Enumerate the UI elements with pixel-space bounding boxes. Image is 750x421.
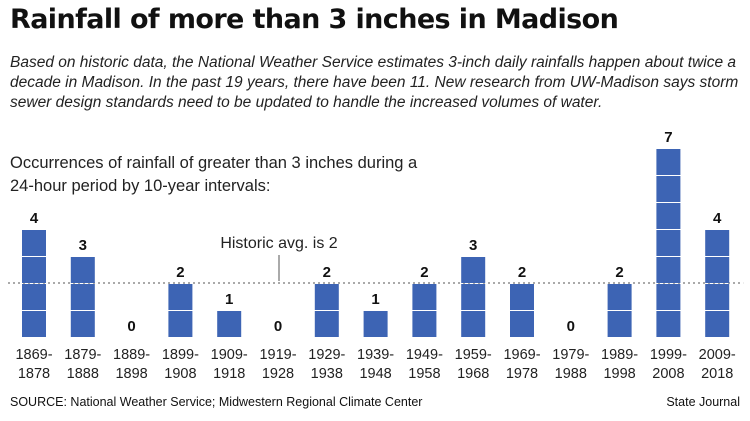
x-tick-label: 1918	[213, 366, 245, 382]
bar-segment	[656, 257, 681, 283]
x-tick-label: 1928	[262, 366, 294, 382]
bar-value-label: 4	[30, 210, 39, 227]
x-tick-label: 1959-	[455, 347, 492, 363]
bar-segment	[510, 311, 534, 337]
bar-value-label: 0	[567, 318, 575, 335]
bar-segment	[705, 257, 730, 283]
bar-value-label: 2	[518, 264, 526, 281]
bar-segment	[705, 311, 730, 337]
bar-segment	[22, 284, 46, 310]
bar-segment	[656, 284, 681, 310]
bar-value-label: 2	[615, 264, 623, 281]
bar	[363, 311, 388, 337]
bar-segment	[412, 284, 437, 310]
bar-segment	[168, 311, 193, 337]
x-tick-label: 1968	[457, 366, 489, 382]
bar	[22, 230, 46, 337]
bar-segment	[70, 284, 95, 310]
x-tick-label: 2009-	[699, 347, 736, 363]
bar-segment	[22, 257, 46, 283]
x-tick-label: 1958	[408, 366, 440, 382]
bar-value-label: 7	[664, 129, 672, 146]
bar-segment	[607, 311, 632, 337]
x-tick-label: 1909-	[211, 347, 248, 363]
bar-value-label: 4	[713, 210, 722, 227]
bar-segment	[607, 284, 632, 310]
bar	[217, 311, 242, 337]
x-tick-label: 1908	[164, 366, 196, 382]
bar-segment	[363, 311, 388, 337]
bar	[412, 284, 437, 337]
x-tick-label: 1939-	[357, 347, 394, 363]
x-tick-label: 1979-	[552, 347, 589, 363]
bar	[314, 284, 339, 337]
page-title: Rainfall of more than 3 inches in Madiso…	[10, 4, 619, 35]
bar-segment	[314, 311, 339, 337]
x-tick-label: 1869-	[15, 347, 52, 363]
bar	[510, 284, 534, 337]
bar-segment	[314, 284, 339, 310]
chart-title: Occurrences of rainfall of greater than …	[10, 154, 418, 195]
bar-value-label: 0	[127, 318, 135, 335]
bar-segment	[510, 284, 534, 310]
bar-value-label: 3	[79, 237, 87, 254]
bar-segment	[705, 230, 730, 256]
bar-value-label: 3	[469, 237, 477, 254]
bar-segment	[656, 311, 681, 337]
x-tick-label: 1889-	[113, 347, 150, 363]
bar-value-label: 2	[420, 264, 428, 281]
bar-segment	[217, 311, 242, 337]
bar	[656, 149, 681, 337]
x-tick-label: 1899-	[162, 347, 199, 363]
bar-segment	[70, 257, 95, 283]
bar	[70, 257, 95, 337]
bar	[168, 284, 193, 337]
x-tick-label: 1938	[311, 366, 343, 382]
bar-value-label: 2	[176, 264, 184, 281]
average-reference-label: Historic avg. is 2	[220, 235, 337, 252]
x-tick-label: 1999-	[650, 347, 687, 363]
x-tick-label: 2018	[701, 366, 733, 382]
bar-segment	[70, 311, 95, 337]
bar	[607, 284, 632, 337]
bar-segment	[168, 284, 193, 310]
bar-segment	[412, 311, 437, 337]
source-note: SOURCE: National Weather Service; Midwes…	[10, 395, 423, 409]
x-tick-label: 1989-	[601, 347, 638, 363]
x-tick-label: 1988	[555, 366, 587, 382]
bar	[461, 257, 486, 337]
bar-value-label: 2	[323, 264, 331, 281]
bar-segment	[22, 311, 46, 337]
bar-value-label: 1	[371, 291, 379, 308]
x-tick-label: 1969-	[503, 347, 540, 363]
x-tick-label: 1978	[506, 366, 538, 382]
x-tick-label: 1998	[603, 366, 635, 382]
bar	[705, 230, 730, 337]
bar-segment	[461, 257, 486, 283]
bar-segment	[656, 149, 681, 175]
x-tick-label: 1878	[18, 366, 50, 382]
x-tick-label: 1879-	[64, 347, 101, 363]
x-tick-label: 1948	[359, 366, 391, 382]
x-tick-label: 1888	[67, 366, 99, 382]
bar-value-label: 0	[274, 318, 282, 335]
bar-segment	[461, 311, 486, 337]
x-tick-label: 1898	[115, 366, 147, 382]
x-tick-label: 1929-	[308, 347, 345, 363]
bar-segment	[705, 284, 730, 310]
bar-segment	[461, 284, 486, 310]
intro-text: Based on historic data, the National Wea…	[10, 54, 739, 111]
x-tick-label: 2008	[652, 366, 684, 382]
x-tick-label: 1949-	[406, 347, 443, 363]
bar-value-label: 1	[225, 291, 233, 308]
bar-segment	[656, 230, 681, 256]
bar-segment	[656, 176, 681, 202]
credit-label: State Journal	[666, 395, 740, 409]
bar-segment	[656, 203, 681, 229]
bar-segment	[22, 230, 46, 256]
x-tick-label: 1919-	[259, 347, 296, 363]
